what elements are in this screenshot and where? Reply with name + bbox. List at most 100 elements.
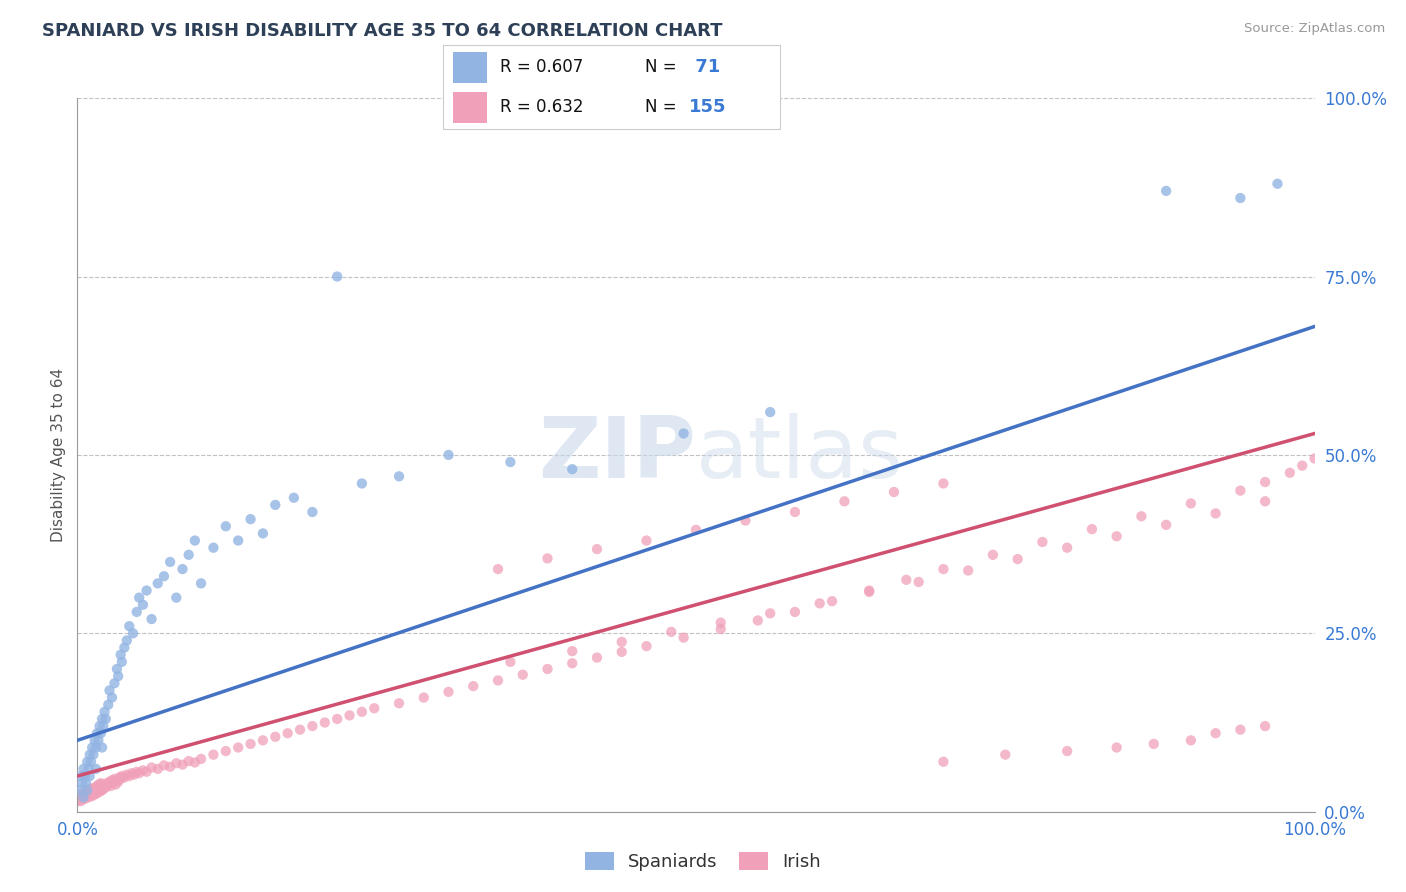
- Point: [288, 723, 311, 737]
- Point: [128, 766, 150, 780]
- Point: [97, 698, 120, 712]
- Point: [388, 469, 411, 483]
- Point: [69, 783, 91, 797]
- Point: [122, 626, 145, 640]
- Point: [561, 657, 583, 671]
- Point: [91, 719, 114, 733]
- Point: [883, 485, 905, 500]
- Point: [1154, 517, 1177, 532]
- Point: [86, 781, 108, 796]
- Point: [226, 740, 249, 755]
- Point: [105, 662, 128, 676]
- Point: [536, 662, 558, 676]
- Point: [981, 548, 1004, 562]
- Point: [994, 747, 1017, 762]
- Point: [107, 774, 129, 789]
- Text: atlas: atlas: [696, 413, 904, 497]
- Point: [252, 733, 274, 747]
- Point: [659, 624, 682, 639]
- Point: [190, 576, 212, 591]
- Point: [70, 769, 93, 783]
- Point: [146, 762, 169, 776]
- Point: [128, 591, 150, 605]
- Point: [283, 491, 305, 505]
- Point: [103, 676, 125, 690]
- Point: [1254, 494, 1277, 508]
- Point: [561, 644, 583, 658]
- Point: [82, 786, 104, 800]
- Point: [91, 712, 114, 726]
- Point: [72, 787, 94, 801]
- Point: [82, 740, 104, 755]
- Point: [610, 645, 633, 659]
- Point: [301, 505, 323, 519]
- Point: [98, 774, 121, 789]
- Point: [326, 712, 349, 726]
- Point: [105, 773, 128, 788]
- Point: [103, 776, 125, 790]
- Point: [94, 712, 117, 726]
- Point: [153, 569, 176, 583]
- Point: [685, 523, 707, 537]
- Point: [339, 708, 361, 723]
- Point: [89, 780, 111, 795]
- Point: [80, 755, 103, 769]
- Point: [67, 794, 90, 808]
- Point: [125, 605, 148, 619]
- Point: [350, 476, 373, 491]
- Point: [97, 778, 120, 792]
- Point: [834, 494, 856, 508]
- Point: [463, 679, 485, 693]
- Point: [87, 783, 110, 797]
- Point: [91, 783, 114, 797]
- Text: SPANIARD VS IRISH DISABILITY AGE 35 TO 64 CORRELATION CHART: SPANIARD VS IRISH DISABILITY AGE 35 TO 6…: [42, 22, 723, 40]
- Point: [72, 792, 94, 806]
- Point: [79, 783, 101, 797]
- Point: [437, 685, 460, 699]
- Point: [79, 789, 101, 803]
- Point: [759, 405, 782, 419]
- Point: [80, 787, 103, 801]
- Point: [1056, 744, 1078, 758]
- Point: [82, 747, 104, 762]
- Text: ZIP: ZIP: [538, 413, 696, 497]
- Point: [103, 772, 125, 786]
- Point: [93, 705, 115, 719]
- Point: [1130, 509, 1153, 524]
- Point: [110, 648, 132, 662]
- Point: [75, 787, 97, 801]
- Text: 71: 71: [689, 59, 720, 77]
- Point: [536, 551, 558, 566]
- Point: [1180, 733, 1202, 747]
- Point: [82, 785, 104, 799]
- Point: [1254, 719, 1277, 733]
- Point: [146, 576, 169, 591]
- Text: Source: ZipAtlas.com: Source: ZipAtlas.com: [1244, 22, 1385, 36]
- Point: [1056, 541, 1078, 555]
- Point: [610, 635, 633, 649]
- Point: [135, 583, 157, 598]
- Point: [83, 783, 105, 797]
- Point: [77, 786, 100, 800]
- Point: [314, 715, 336, 730]
- Point: [1278, 466, 1301, 480]
- Point: [858, 585, 880, 599]
- Point: [79, 747, 101, 762]
- Point: [70, 787, 93, 801]
- Point: [586, 542, 609, 557]
- Point: [132, 598, 155, 612]
- Point: [215, 744, 238, 758]
- Point: [350, 705, 373, 719]
- Point: [72, 776, 94, 790]
- Point: [83, 733, 105, 747]
- Point: [672, 426, 695, 441]
- Point: [1031, 535, 1053, 549]
- Point: [84, 780, 107, 794]
- Point: [759, 607, 782, 621]
- Point: [112, 640, 135, 655]
- Point: [86, 786, 108, 800]
- Point: [252, 526, 274, 541]
- Point: [159, 760, 181, 774]
- Point: [141, 760, 163, 774]
- Point: [1154, 184, 1177, 198]
